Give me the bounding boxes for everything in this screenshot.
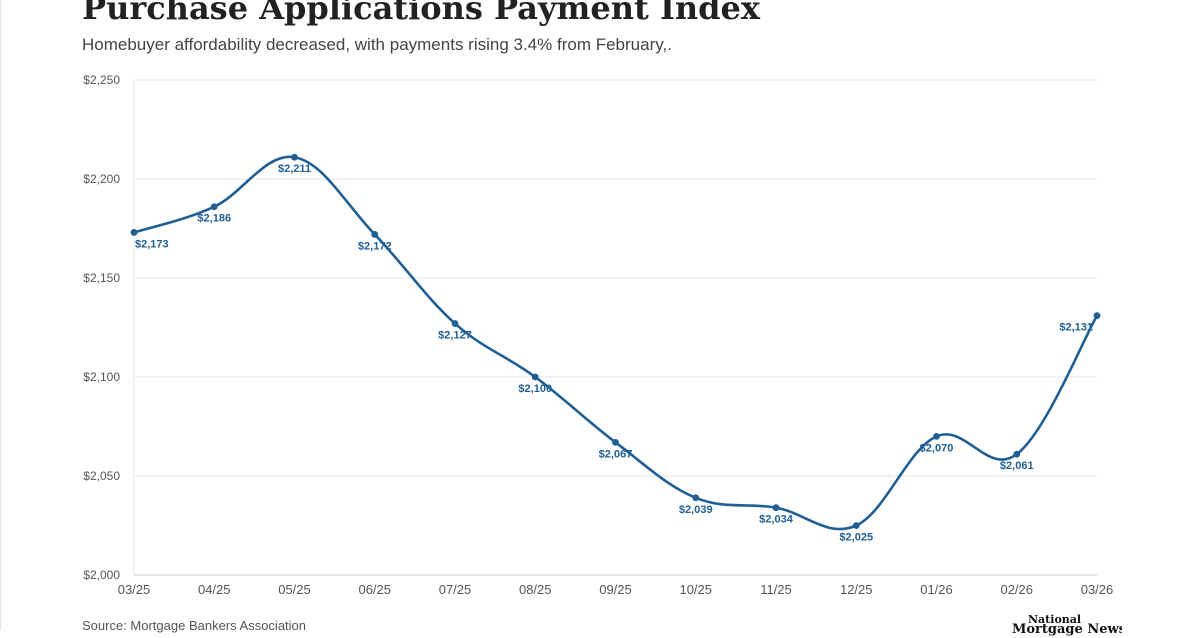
data-point [130,229,138,236]
data-label: $2,131 [1059,322,1093,334]
x-tick-label: 01/26 [920,582,953,597]
data-point [531,373,539,381]
chart-title: Purchase Applications Payment Index [82,0,760,27]
y-tick-label: $2,150 [83,271,120,285]
data-point [371,231,379,238]
data-label: $2,039 [679,504,713,516]
y-tick-label: $2,250 [83,73,120,87]
data-label: $2,127 [438,330,472,342]
y-tick-label: $2,000 [83,568,120,582]
data-point [852,522,860,529]
logo-line-2: Mortgage News [1012,622,1122,637]
frame-border [0,0,1,630]
data-label: $2,100 [518,383,552,395]
data-label: $2,025 [839,532,873,544]
source-note: Source: Mortgage Bankers Association [82,618,307,633]
data-point [772,504,780,512]
y-tick-label: $2,050 [83,469,120,483]
x-tick-label: 08/25 [519,582,552,597]
data-point [210,203,218,211]
data-label: $2,070 [920,442,954,454]
data-point [692,494,700,502]
data-point [291,153,298,161]
x-tick-label: 03/26 [1081,582,1114,597]
data-label: $2,172 [358,240,392,252]
data-label: $2,067 [599,448,633,460]
data-label: $2,034 [759,514,794,526]
data-point [933,433,940,440]
x-tick-label: 10/25 [679,582,712,597]
x-tick-label: 11/25 [760,582,792,597]
y-tick-label: $2,100 [83,370,120,384]
data-point [1013,450,1021,458]
x-tick-label: 06/25 [358,582,391,597]
logo-line-1: National [1028,614,1082,626]
x-tick-label: 07/25 [439,582,472,597]
x-tick-label: 02/26 [1000,582,1033,597]
x-tick-label: 04/25 [198,582,231,597]
data-label: $2,061 [1000,460,1034,472]
x-tick-label: 12/25 [840,582,873,597]
x-tick-label: 09/25 [599,582,632,597]
data-label: $2,173 [135,238,169,250]
x-tick-label: 03/25 [118,582,151,597]
chart-subtitle: Homebuyer affordability decreased, with … [82,35,672,54]
data-label: $2,186 [197,213,231,225]
data-point [612,438,619,446]
publisher-logo: National Mortgage News [1010,614,1122,638]
x-tick-label: 05/25 [278,582,311,597]
data-point [1093,312,1101,320]
series-line [132,155,1099,531]
data-point [451,320,459,327]
data-label: $2,211 [278,163,311,175]
y-tick-label: $2,200 [83,172,120,186]
